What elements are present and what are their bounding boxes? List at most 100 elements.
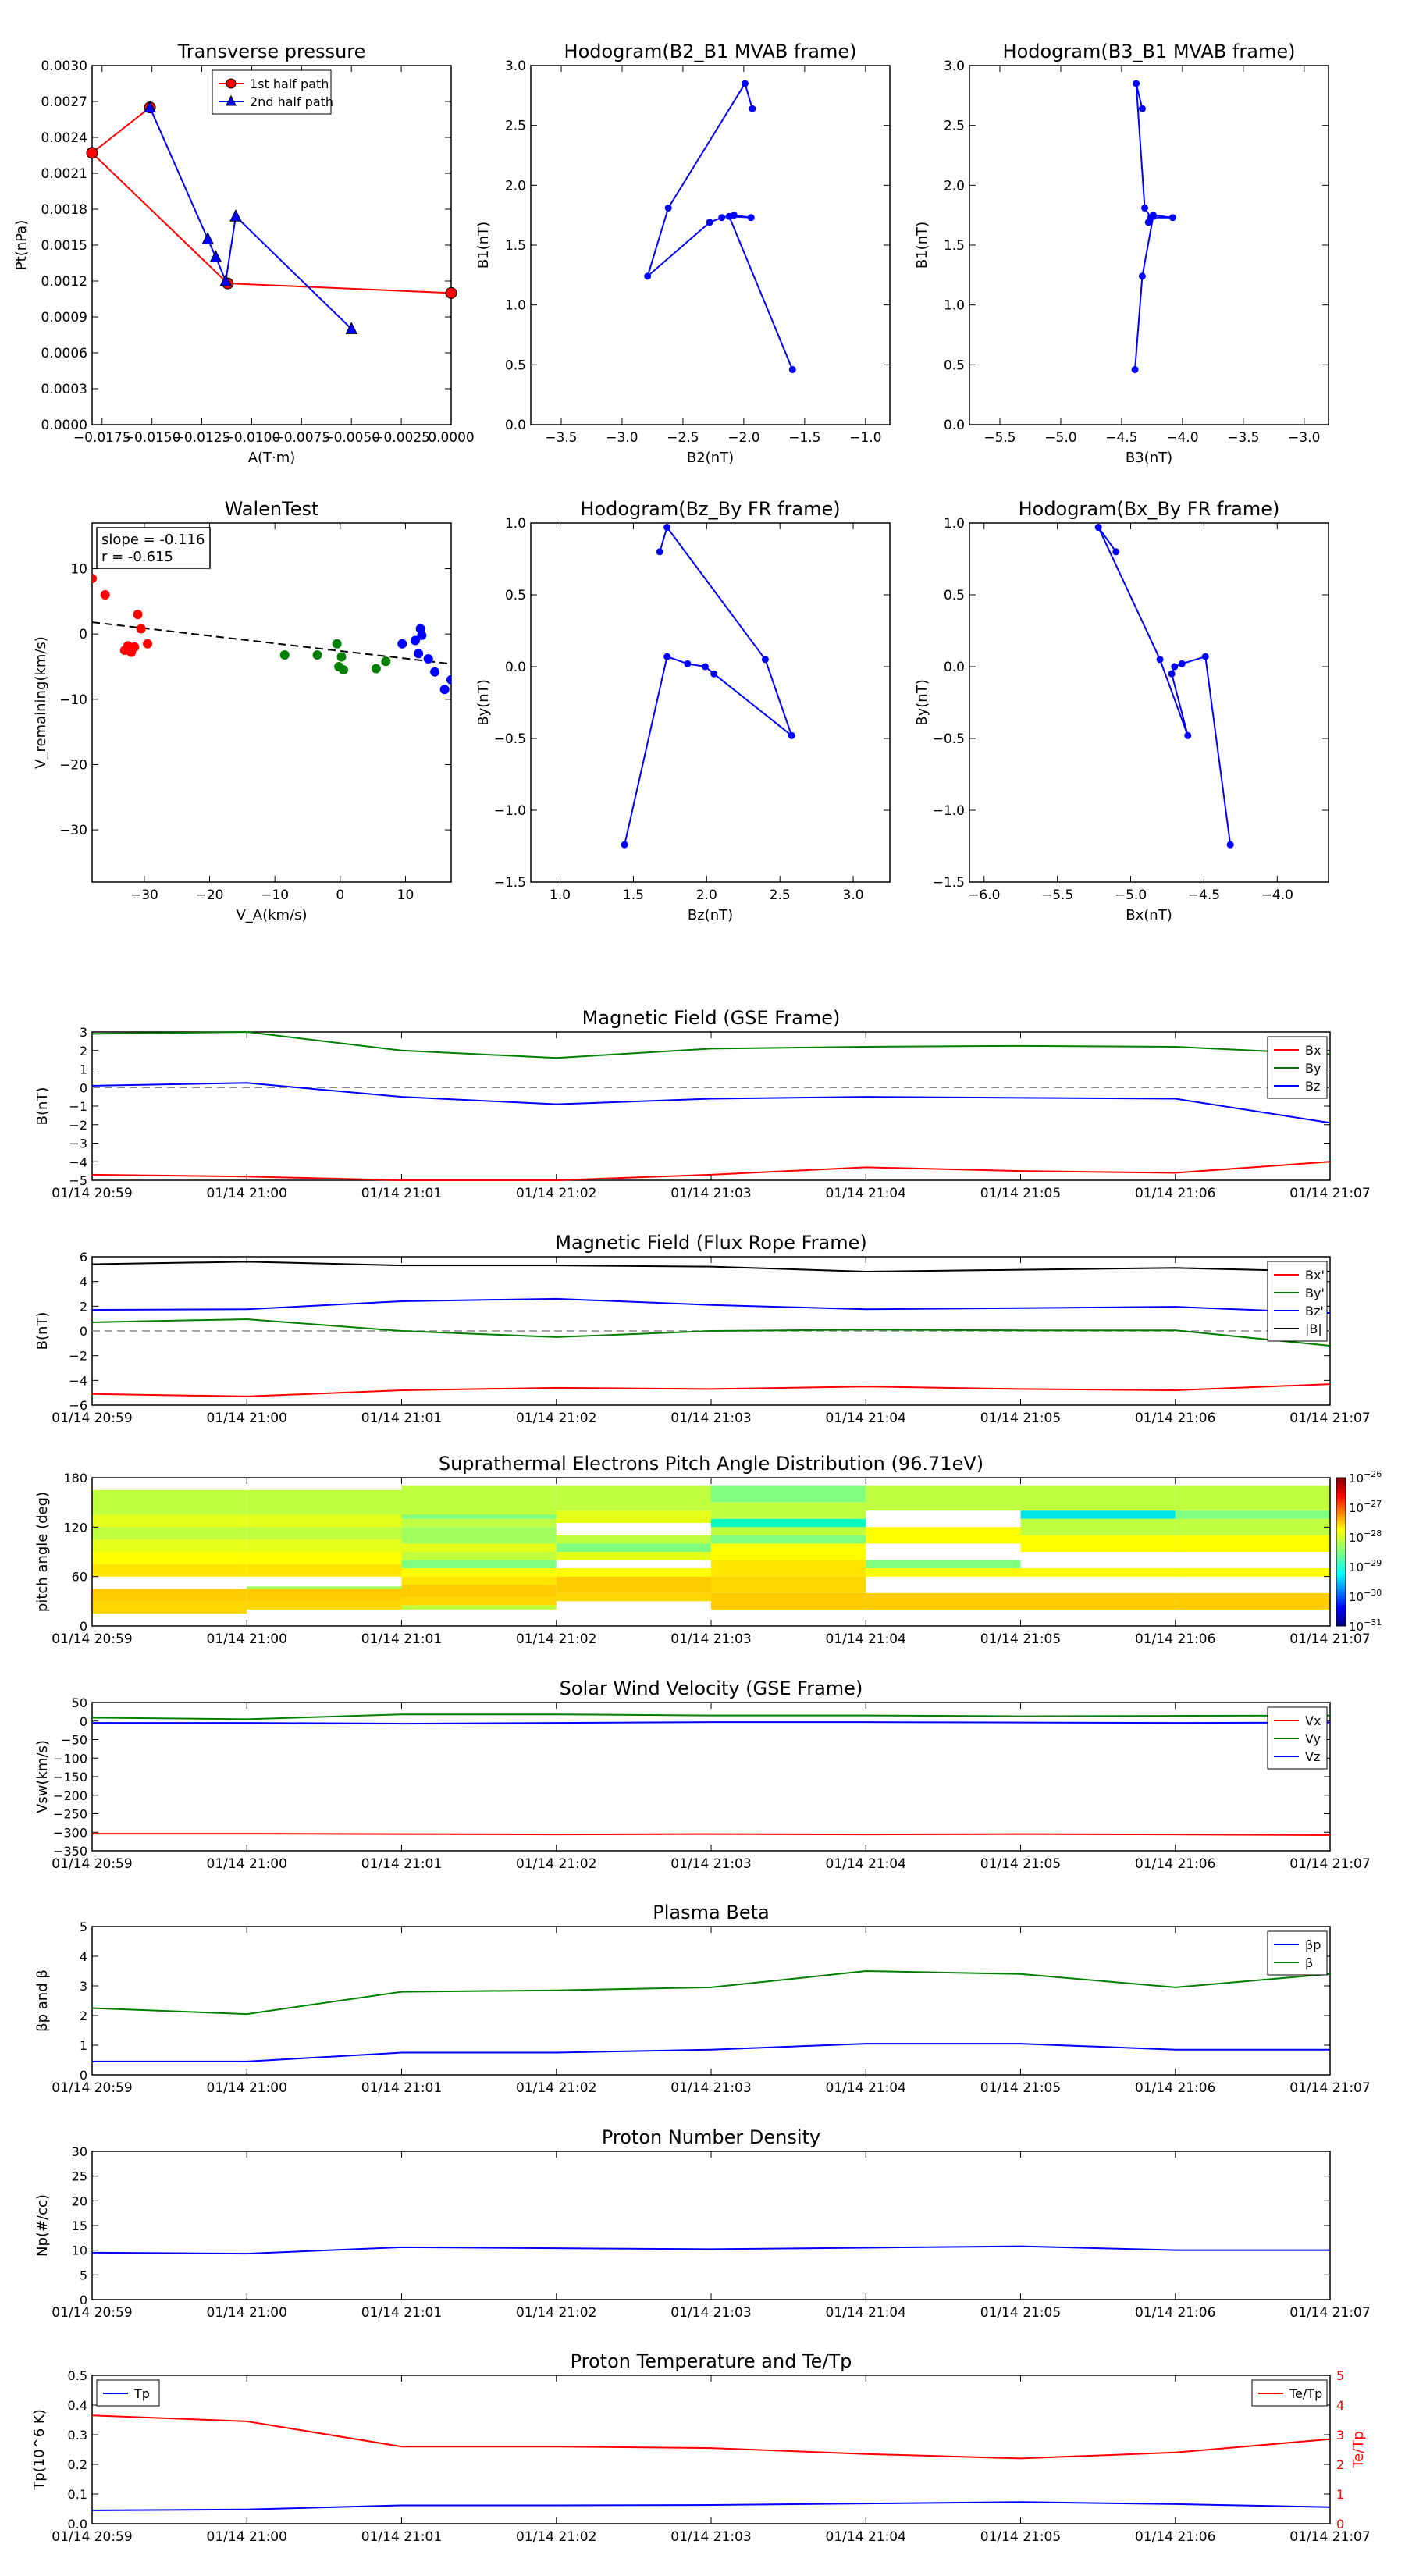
heatmap-cell: [92, 1552, 247, 1564]
legend-label: Vz: [1305, 1749, 1320, 1764]
y-tick-label: 2.0: [944, 178, 965, 194]
time-tick-label: 01/14 21:05: [980, 1186, 1061, 1201]
legend-marker: [226, 78, 237, 89]
data-point: [725, 212, 733, 220]
chart-title: Proton Number Density: [602, 2126, 820, 2148]
legend-label: Bz: [1305, 1079, 1320, 1094]
legend-label: Vy: [1305, 1731, 1321, 1746]
heatmap-cell: [1020, 1535, 1176, 1552]
heatmap-cell: [92, 1489, 247, 1515]
data-point: [710, 670, 718, 678]
chart-title: WalenTest: [225, 498, 319, 520]
y-axis-label: B1(nT): [914, 222, 930, 269]
y-axis-label: By(nT): [475, 679, 492, 725]
time-tick-label: 01/14 21:06: [1135, 1411, 1215, 1426]
y-axis-label: B(nT): [34, 1087, 51, 1126]
time-tick-label: 01/14 21:01: [361, 1631, 442, 1647]
time-tick-label: 01/14 21:05: [980, 1631, 1061, 1647]
plot-frame: [530, 65, 891, 425]
x-tick-label: 1.5: [623, 888, 644, 903]
y-tick-label: 5: [80, 1920, 87, 1934]
y-tick-label: 1.5: [944, 238, 965, 254]
time-tick-label: 01/14 21:01: [361, 1856, 442, 1872]
y-tick-label: 0: [80, 2068, 87, 2083]
heatmap-cell: [711, 1535, 866, 1544]
series-line: [1097, 526, 1232, 845]
heatmap-cell: [1175, 1518, 1330, 1535]
plot-frame: [91, 2151, 1331, 2300]
x-tick-label: −4.0: [1261, 888, 1293, 903]
heatmap-cell: [401, 1518, 557, 1528]
y-tick-label: −1.0: [933, 803, 965, 819]
time-tick-label: 01/14 21:01: [361, 1411, 442, 1426]
time-tick-label: 01/14 20:59: [52, 1631, 132, 1647]
time-tick-label: 01/14 21:04: [826, 1186, 906, 1201]
y-tick-label: 1: [80, 1062, 87, 1077]
heatmap-cell: [711, 1518, 866, 1528]
fit-line: [92, 621, 451, 665]
heatmap-cell: [556, 1576, 711, 1593]
y-tick-label: 3.0: [505, 59, 526, 74]
time-tick-label: 01/14 21:02: [516, 2529, 596, 2545]
x-tick-label: −2.0: [727, 430, 759, 446]
time-tick-label: 01/14 21:06: [1135, 2080, 1215, 2096]
series-line: [91, 1082, 1331, 1124]
y-tick-label: −1: [69, 1099, 87, 1114]
heatmap-cell: [1020, 1518, 1176, 1535]
data-point: [1184, 731, 1192, 739]
y-tick-label: −2: [69, 1118, 87, 1133]
scatter-point: [336, 652, 347, 662]
data-point: [1133, 80, 1140, 87]
time-tick-label: 01/14 21:06: [1135, 1186, 1215, 1201]
data-point: [663, 524, 671, 532]
y-tick-label: 0.0024: [41, 130, 87, 146]
data-point: [747, 214, 755, 222]
time-tick-label: 01/14 21:01: [361, 2529, 442, 2545]
y-tick-label: 0.0012: [41, 274, 87, 290]
y-tick-label: −250: [53, 1807, 87, 1822]
heatmap-cell: [556, 1568, 711, 1577]
heatmap-cell: [556, 1510, 711, 1524]
time-tick-label: 01/14 21:02: [516, 1411, 596, 1426]
y-tick-label: −1.5: [494, 875, 526, 891]
chart-h21: Hodogram(B2_B1 MVAB frame) 0.0 0.5 1.0 1.5 2.…: [475, 41, 891, 466]
y-tick-label: 1.0: [505, 516, 526, 532]
heatmap-cell: [401, 1527, 557, 1544]
series-line: [91, 2501, 1331, 2511]
time-tick-label: 01/14 21:03: [670, 1631, 751, 1647]
chart-bfr: Magnetic Field (Flux Rope Frame) −6 −4 −2 0 2…: [34, 1232, 1371, 1426]
y-tick-label: 0.0: [944, 418, 965, 433]
time-tick-label: 01/14 21:05: [980, 1856, 1061, 1872]
data-point: [1201, 653, 1209, 660]
x-axis-label: Bz(nT): [688, 907, 733, 923]
heatmap-cell: [1020, 1510, 1176, 1519]
time-tick-label: 01/14 21:01: [361, 2080, 442, 2096]
annotation-box: [96, 527, 211, 569]
x-tick-label: −0.0100: [223, 430, 281, 446]
y-tick-label: 1.0: [944, 516, 965, 532]
data-point: [663, 653, 671, 660]
heatmap-cell: [711, 1502, 866, 1519]
y-tick-label: −350: [53, 1844, 87, 1859]
plot-frame: [91, 65, 452, 425]
y-tick-label: 4: [80, 1275, 87, 1290]
x-tick-label: 0.0000: [428, 430, 474, 446]
y-tick-label: −1.0: [494, 803, 526, 819]
y-tick-label: 2: [80, 2008, 87, 2023]
series-line: [91, 1318, 1331, 1347]
data-point: [1144, 219, 1152, 226]
scatter-point: [423, 653, 433, 664]
data-point: [144, 100, 156, 113]
data-point: [664, 204, 672, 212]
data-point: [345, 322, 358, 334]
y-tick-label: 180: [63, 1471, 87, 1485]
legend-marker: [226, 94, 237, 106]
time-tick-label: 01/14 21:07: [1289, 1186, 1370, 1201]
series-line: [91, 1969, 1331, 2016]
time-tick-label: 01/14 21:01: [361, 2305, 442, 2321]
y-tick-label: 2: [80, 1299, 87, 1314]
plot-frame: [969, 522, 1329, 883]
heatmap-cell: [401, 1576, 557, 1585]
data-point: [1171, 663, 1179, 671]
time-tick-label: 01/14 21:03: [670, 2529, 751, 2545]
